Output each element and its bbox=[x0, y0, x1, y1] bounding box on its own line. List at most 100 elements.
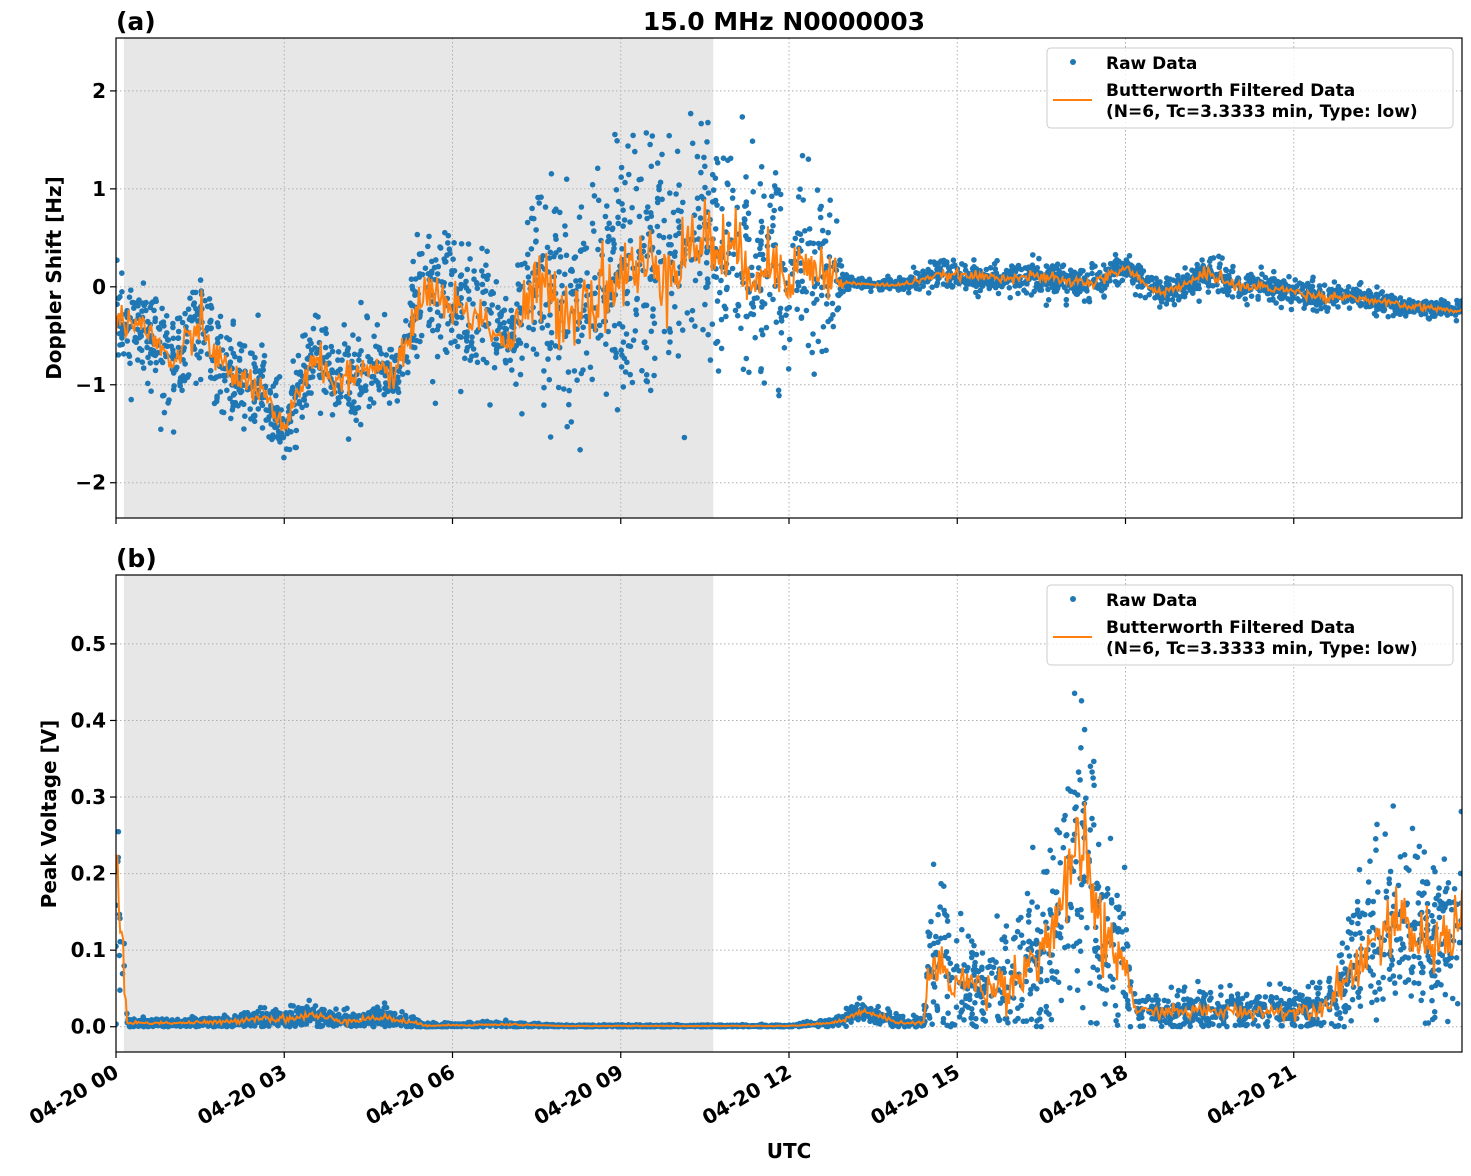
raw-point bbox=[383, 386, 389, 392]
raw-point bbox=[1443, 889, 1449, 895]
raw-point bbox=[433, 401, 439, 407]
raw-point bbox=[487, 307, 493, 313]
raw-point bbox=[671, 210, 677, 216]
raw-point bbox=[1224, 268, 1230, 274]
raw-point bbox=[697, 271, 703, 277]
raw-point bbox=[516, 281, 522, 287]
raw-point bbox=[657, 233, 663, 239]
raw-point bbox=[773, 170, 779, 176]
raw-point bbox=[363, 388, 369, 394]
raw-point bbox=[1340, 940, 1346, 946]
raw-point bbox=[314, 350, 320, 356]
raw-point bbox=[292, 445, 298, 451]
raw-point bbox=[145, 381, 151, 387]
raw-point bbox=[330, 412, 336, 418]
raw-point bbox=[139, 348, 145, 354]
raw-point bbox=[616, 221, 622, 227]
raw-point bbox=[338, 394, 344, 400]
raw-point bbox=[834, 218, 840, 224]
raw-point bbox=[725, 180, 731, 186]
raw-point bbox=[1195, 979, 1201, 985]
raw-point bbox=[556, 355, 562, 361]
raw-point bbox=[1060, 264, 1066, 270]
raw-point bbox=[759, 164, 765, 170]
raw-point bbox=[1387, 966, 1393, 972]
night-shading bbox=[124, 575, 713, 1052]
raw-point bbox=[598, 333, 604, 339]
raw-point bbox=[1455, 1001, 1461, 1007]
raw-point bbox=[1007, 295, 1013, 301]
raw-point bbox=[993, 266, 999, 272]
raw-point bbox=[1087, 827, 1093, 833]
raw-point bbox=[323, 345, 329, 351]
raw-point bbox=[1075, 987, 1081, 993]
raw-point bbox=[584, 270, 590, 276]
raw-point bbox=[1050, 285, 1056, 291]
raw-point bbox=[945, 994, 951, 1000]
raw-point bbox=[1046, 297, 1052, 303]
raw-point bbox=[696, 206, 702, 212]
y-axis-label-b: Peak Voltage [V] bbox=[37, 720, 61, 909]
raw-point bbox=[1332, 279, 1338, 285]
raw-point bbox=[624, 360, 630, 366]
raw-point bbox=[959, 927, 965, 933]
raw-point bbox=[715, 298, 721, 304]
y-tick-label: −2 bbox=[75, 471, 106, 495]
raw-point bbox=[715, 160, 721, 166]
raw-point bbox=[704, 284, 710, 290]
raw-point bbox=[1360, 936, 1366, 942]
raw-point bbox=[730, 266, 736, 272]
raw-point bbox=[1217, 261, 1223, 267]
raw-point bbox=[1244, 302, 1250, 308]
raw-point bbox=[946, 265, 952, 271]
raw-point bbox=[368, 357, 374, 363]
y-tick-label: −1 bbox=[75, 373, 106, 397]
raw-point bbox=[627, 219, 633, 225]
raw-point bbox=[958, 1009, 964, 1015]
raw-point bbox=[963, 286, 969, 292]
raw-point bbox=[1113, 252, 1119, 258]
raw-point bbox=[676, 182, 682, 188]
raw-point bbox=[356, 352, 362, 358]
raw-point bbox=[280, 435, 286, 441]
raw-point bbox=[806, 156, 812, 162]
raw-point bbox=[415, 232, 421, 238]
raw-point bbox=[260, 425, 266, 431]
raw-point bbox=[409, 284, 415, 290]
raw-point bbox=[704, 260, 710, 266]
raw-point bbox=[525, 220, 531, 226]
raw-point bbox=[983, 1018, 989, 1024]
raw-point bbox=[1196, 298, 1202, 304]
raw-point bbox=[429, 259, 435, 265]
raw-point bbox=[395, 398, 401, 404]
raw-point bbox=[1299, 282, 1305, 288]
raw-point bbox=[534, 351, 540, 357]
raw-point bbox=[979, 280, 985, 286]
raw-point bbox=[151, 308, 157, 314]
raw-point bbox=[494, 279, 500, 285]
raw-point bbox=[799, 315, 805, 321]
raw-point bbox=[1244, 992, 1250, 998]
raw-point bbox=[335, 357, 341, 363]
raw-point bbox=[761, 257, 767, 263]
raw-point bbox=[445, 240, 451, 246]
raw-point bbox=[462, 283, 468, 289]
raw-point bbox=[164, 330, 170, 336]
raw-point bbox=[746, 370, 752, 376]
raw-point bbox=[134, 340, 140, 346]
raw-point bbox=[1350, 997, 1356, 1003]
raw-point bbox=[630, 133, 636, 139]
raw-point bbox=[553, 236, 559, 242]
raw-point bbox=[827, 212, 833, 218]
raw-point bbox=[531, 346, 537, 352]
raw-point bbox=[284, 446, 290, 452]
raw-point bbox=[248, 350, 254, 356]
raw-point bbox=[568, 268, 574, 274]
raw-point bbox=[444, 350, 450, 356]
raw-point bbox=[1429, 998, 1435, 1004]
raw-point bbox=[1075, 271, 1081, 277]
raw-point bbox=[1292, 277, 1298, 283]
raw-point bbox=[1341, 1024, 1347, 1030]
raw-point bbox=[621, 339, 627, 345]
raw-point bbox=[235, 403, 241, 409]
